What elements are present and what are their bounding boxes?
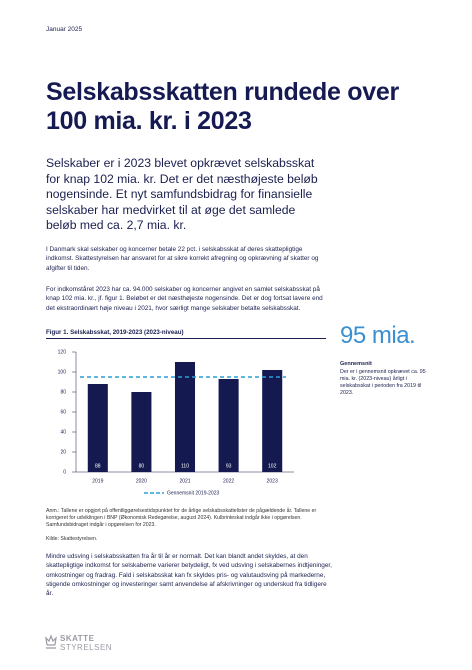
logo-text: SKATTE	[60, 634, 95, 643]
x-tick-label: 2021	[179, 478, 190, 484]
bar	[218, 379, 239, 472]
data-label: 93	[226, 463, 232, 469]
data-label: 102	[268, 463, 277, 469]
y-tick-label: 100	[58, 369, 67, 375]
legend-label: Gennemsnit 2019-2023	[167, 490, 219, 496]
x-tick-label: 2019	[92, 478, 103, 484]
paragraph: For indkomståret 2023 har ca. 94.000 sel…	[46, 286, 323, 312]
sidebar-heading: Gennemsnit	[340, 361, 372, 367]
paragraph: Mindre udsving i selskabsskatten fra år …	[46, 553, 332, 598]
data-label: 80	[139, 463, 145, 469]
y-tick-label: 60	[60, 409, 66, 415]
highlight: 95 mia.	[340, 322, 416, 349]
y-tick-label: 0	[63, 469, 66, 475]
lead: Selskaber er i 2023 blevet opkrævet sels…	[46, 156, 318, 233]
data-label: 110	[181, 463, 189, 469]
date: Januar 2025	[46, 26, 83, 33]
bar	[131, 392, 152, 472]
y-tick-label: 20	[60, 449, 66, 455]
x-tick-label: 2020	[136, 478, 147, 484]
logo-icon	[45, 634, 57, 649]
data-label: 88	[95, 463, 101, 469]
y-tick-label: 40	[60, 429, 66, 435]
y-tick-label: 120	[58, 349, 67, 355]
paragraph: I Danmark skal selskaber og koncerner be…	[46, 246, 319, 272]
x-tick-label: 2022	[223, 478, 234, 484]
bar	[87, 384, 108, 472]
chart: 0 20 40 60 80 100 120 88 2019 80 2020 110 2021 93 2022…	[58, 349, 294, 496]
bar	[262, 370, 283, 472]
title: Selskabsskatten rundede over 100 mia. kr…	[46, 78, 399, 135]
note: Anm.: Tallene er opgjort på offentliggør…	[46, 508, 317, 529]
y-tick-label: 80	[60, 389, 66, 395]
x-tick-label: 2023	[267, 478, 278, 484]
sidebar-text: Der er i gennemsnit opkrævet ca. 95 mia.…	[340, 369, 426, 396]
figure-title: Figur 1. Selskabsskat, 2019-2023 (2023-n…	[46, 329, 326, 339]
bar	[174, 362, 196, 472]
logo-text: STYRELSEN	[60, 643, 113, 652]
source: Kilde: Skattestyrelsen.	[46, 536, 98, 542]
